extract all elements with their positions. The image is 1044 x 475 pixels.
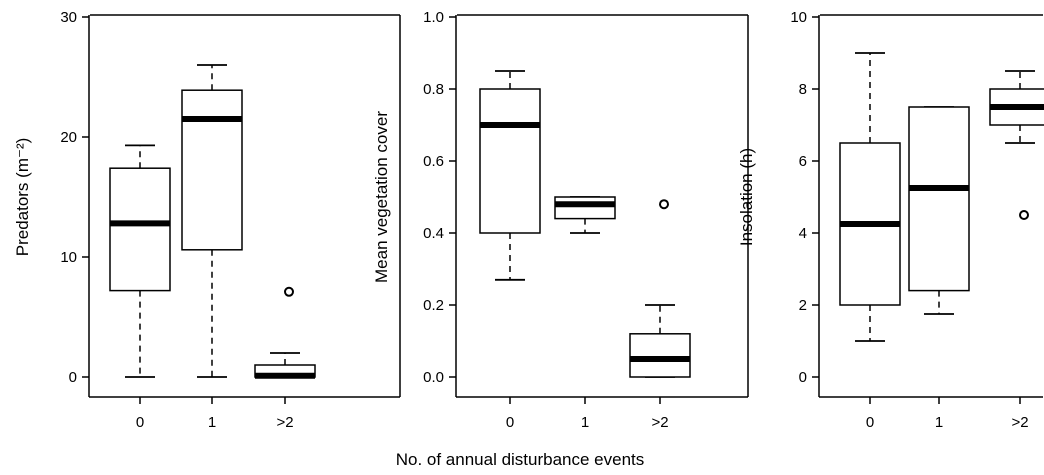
x-tick-label: >2 <box>276 414 293 431</box>
box-iqr <box>181 89 243 251</box>
x-tick-label: 0 <box>506 414 514 431</box>
y-tick-label: 10 <box>790 9 807 26</box>
y-tick-label: 0 <box>69 369 77 386</box>
y-tick-label: 0.8 <box>423 81 444 98</box>
box-1 <box>479 70 541 281</box>
y-axis-label: Insolation (h) <box>737 148 756 246</box>
panel-1: 0 10 20 30 Predators (m⁻²) 0 1 >2 <box>13 9 401 431</box>
panel-3: 0 2 4 6 8 10 Insolation (h) 0 1 >2 <box>737 9 1044 431</box>
box-1 <box>839 52 901 342</box>
box-iqr <box>479 88 541 234</box>
y-tick-label: 2 <box>799 297 807 314</box>
x-tick-label: 0 <box>136 414 144 431</box>
x-tick-label: 1 <box>581 414 589 431</box>
box-3 <box>629 199 691 378</box>
y-tick-label: 20 <box>60 129 77 146</box>
y-tick-label: 0.4 <box>423 225 444 242</box>
outlier-point <box>284 286 294 297</box>
x-tick-label: 0 <box>866 414 874 431</box>
box-2 <box>908 106 970 315</box>
box-iqr <box>908 106 970 292</box>
y-tick-label: 10 <box>60 249 77 266</box>
y-tick-label: 0.6 <box>423 153 444 170</box>
box-3 <box>989 70 1044 220</box>
x-tick-label: 1 <box>208 414 216 431</box>
box-iqr <box>109 167 171 292</box>
box-iqr <box>629 333 691 378</box>
x-tick-label: 1 <box>935 414 943 431</box>
y-tick-label: 30 <box>60 9 77 26</box>
shared-x-axis-label: No. of annual disturbance events <box>396 450 645 469</box>
y-tick-label: 6 <box>799 153 807 170</box>
panel-2: 0.0 0.2 0.4 0.6 0.8 1.0 Mean vegetation cover 0… <box>372 9 749 431</box>
box-iqr <box>554 196 616 220</box>
outlier-point <box>1019 210 1029 220</box>
y-tick-label: 0 <box>799 369 807 386</box>
outlier-point <box>659 199 669 210</box>
y-tick-label: 8 <box>799 81 807 98</box>
x-tick-label: >2 <box>651 414 668 431</box>
y-tick-label: 4 <box>799 225 807 242</box>
box-1 <box>109 144 171 378</box>
x-tick-label: >2 <box>1011 414 1028 431</box>
y-tick-label: 0.0 <box>423 369 444 386</box>
y-tick-label: 0.2 <box>423 297 444 314</box>
y-axis-label: Mean vegetation cover <box>372 111 391 283</box>
y-axis-label: Predators (m⁻²) <box>13 138 32 257</box>
box-2 <box>554 196 616 234</box>
box-3 <box>254 286 316 379</box>
y-tick-label: 1.0 <box>423 9 444 26</box>
box-2 <box>181 64 243 378</box>
